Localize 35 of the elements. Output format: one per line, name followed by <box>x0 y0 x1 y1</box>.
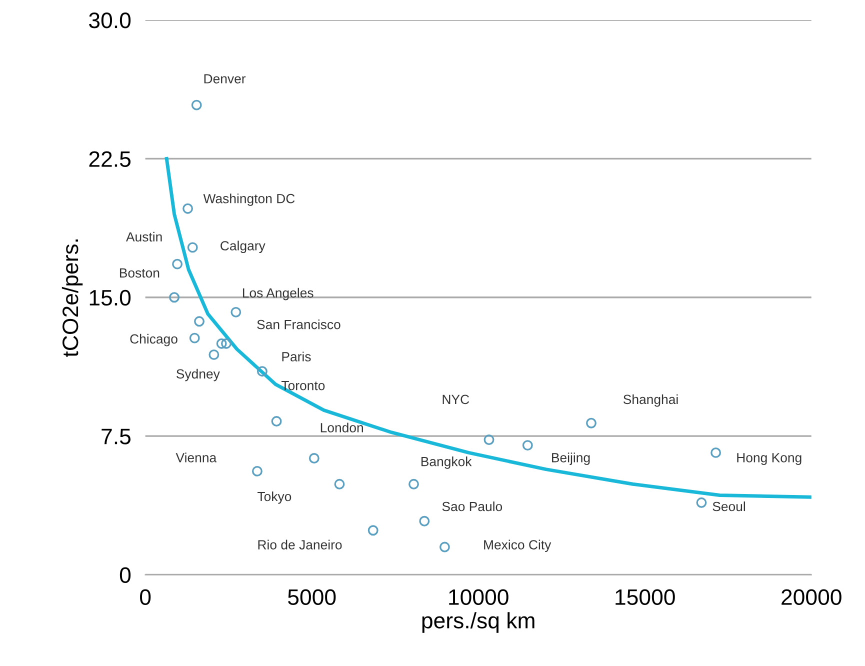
annotation: Washington DC <box>203 194 295 206</box>
annotation: Toronto <box>281 381 325 390</box>
annotation: Seoul <box>712 501 745 512</box>
annotation: Rio de Janeiro <box>258 540 342 550</box>
y-tick-label: 15.0 <box>90 290 131 306</box>
annotation: Los Angeles <box>242 288 314 300</box>
annotation: Calgary <box>220 240 266 254</box>
annotation: Paris <box>282 352 311 362</box>
x-tick-label: 15000 <box>616 589 675 605</box>
annotation: Shanghai <box>623 394 678 407</box>
x-axis-title: pers./sq km <box>422 612 534 633</box>
annotation: London <box>320 422 363 432</box>
y-tick-label: 22.5 <box>89 151 131 167</box>
annotation: Mexico City <box>484 540 552 552</box>
annotation: Hong Kong <box>737 453 802 465</box>
x-tick-label: 10000 <box>449 589 508 605</box>
annotation: Chicago <box>130 334 178 346</box>
x-tick-label: 0 <box>140 589 151 605</box>
y-axis-title: tCO2e/pers. <box>62 239 83 357</box>
annotation: Vienna <box>176 452 217 462</box>
annotation: Austin <box>126 232 162 242</box>
annotation: Denver <box>204 74 246 84</box>
annotation: Beijing <box>552 452 590 465</box>
annotation: San Francisco <box>257 320 340 330</box>
annotation: NYC <box>442 394 470 404</box>
y-tick-label: 30.0 <box>89 12 131 28</box>
y-tick-label: 7.5 <box>102 428 130 444</box>
x-tick-label: 20000 <box>782 589 842 605</box>
annotation: Sydney <box>176 368 220 382</box>
annotation: Bangkok <box>421 456 472 469</box>
annotation: Sao Paulo <box>442 501 502 512</box>
annotation: Tokyo <box>258 491 292 504</box>
annotation: Boston <box>120 268 160 278</box>
y-tick-label: 0 <box>120 567 131 584</box>
x-tick-label: 5000 <box>288 589 336 605</box>
